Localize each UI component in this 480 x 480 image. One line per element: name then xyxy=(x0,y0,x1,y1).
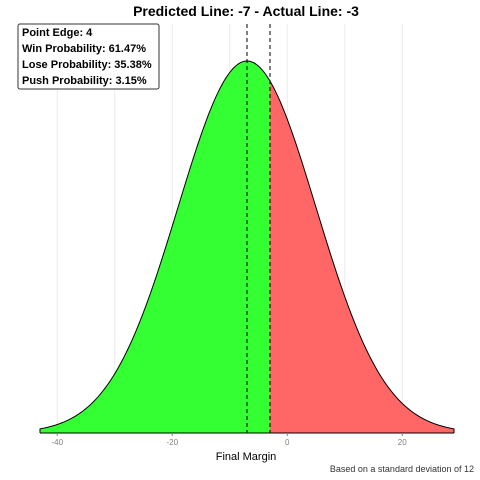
x-tick-label: 0 xyxy=(285,438,290,447)
win-probability-label: Win Probability: 61.47% xyxy=(22,43,146,55)
push-probability-label: Push Probability: 3.15% xyxy=(22,75,147,87)
chart-caption: Based on a standard deviation of 12 xyxy=(330,464,474,474)
x-axis: -40 -20 0 20 xyxy=(51,433,407,447)
x-tick-label: -40 xyxy=(51,438,63,447)
x-tick-label: 20 xyxy=(398,438,407,447)
point-edge-label: Point Edge: 4 xyxy=(22,27,93,39)
win-region xyxy=(40,61,270,433)
x-tick-label: -20 xyxy=(166,438,178,447)
lose-probability-label: Lose Probability: 35.38% xyxy=(22,59,152,71)
info-box: Point Edge: 4 Win Probability: 61.47% Lo… xyxy=(18,24,159,89)
x-axis-label: Final Margin xyxy=(216,451,277,463)
lose-region xyxy=(270,81,454,433)
chart-title: Predicted Line: -7 - Actual Line: -3 xyxy=(133,3,359,19)
